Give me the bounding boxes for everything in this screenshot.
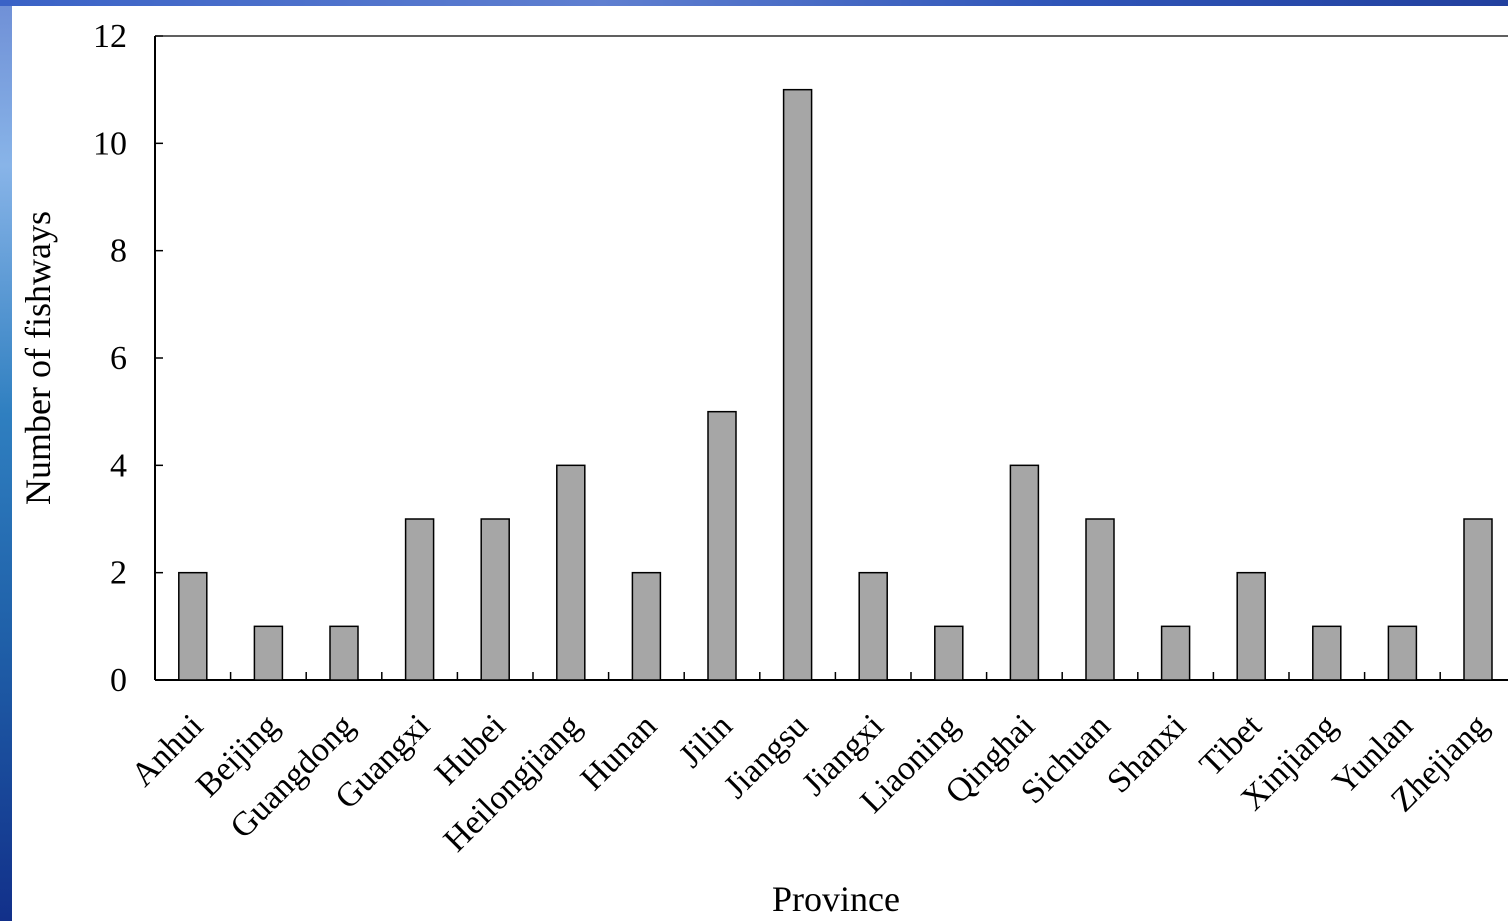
bar-jilin <box>708 412 736 680</box>
y-tick-label: 6 <box>110 340 127 377</box>
bars <box>179 90 1492 680</box>
bar-yunlan <box>1388 626 1416 680</box>
x-tick-label: Hunan <box>574 707 664 797</box>
bar-tibet <box>1237 573 1265 680</box>
bar-jiangsu <box>784 90 812 680</box>
y-tick-label: 10 <box>93 125 127 162</box>
bar-guangxi <box>406 519 434 680</box>
x-tick-label: Jilin <box>672 707 740 775</box>
bar-beijing <box>254 626 282 680</box>
bar-xinjiang <box>1313 626 1341 680</box>
y-tick-label: 0 <box>110 662 127 699</box>
x-axis-labels: AnhuiBeijingGuangdongGuangxiHubeiHeilong… <box>124 707 1495 859</box>
bar-hubei <box>481 519 509 680</box>
bar-anhui <box>179 573 207 680</box>
bar-zhejiang <box>1464 519 1492 680</box>
plot-frame <box>155 36 1508 680</box>
bar-shanxi <box>1162 626 1190 680</box>
bar-jiangxi <box>859 573 887 680</box>
x-tick-label: Jiangsu <box>717 707 815 805</box>
y-tick-label: 8 <box>110 233 127 270</box>
y-axis-ticks: 0 2 4 6 8 10 12 <box>93 18 163 699</box>
bar-liaoning <box>935 626 963 680</box>
bar-heilongjiang <box>557 465 585 680</box>
bar-guangdong <box>330 626 358 680</box>
y-tick-label: 4 <box>110 447 127 484</box>
bar-qinghai <box>1010 465 1038 680</box>
y-tick-label: 12 <box>93 18 127 55</box>
bar-hunan <box>632 573 660 680</box>
bar-sichuan <box>1086 519 1114 680</box>
y-axis-title: Number of fishways <box>18 211 58 505</box>
x-axis-title: Province <box>772 879 900 919</box>
y-tick-label: 2 <box>110 555 127 592</box>
x-tick-label: Shanxi <box>1100 707 1193 800</box>
